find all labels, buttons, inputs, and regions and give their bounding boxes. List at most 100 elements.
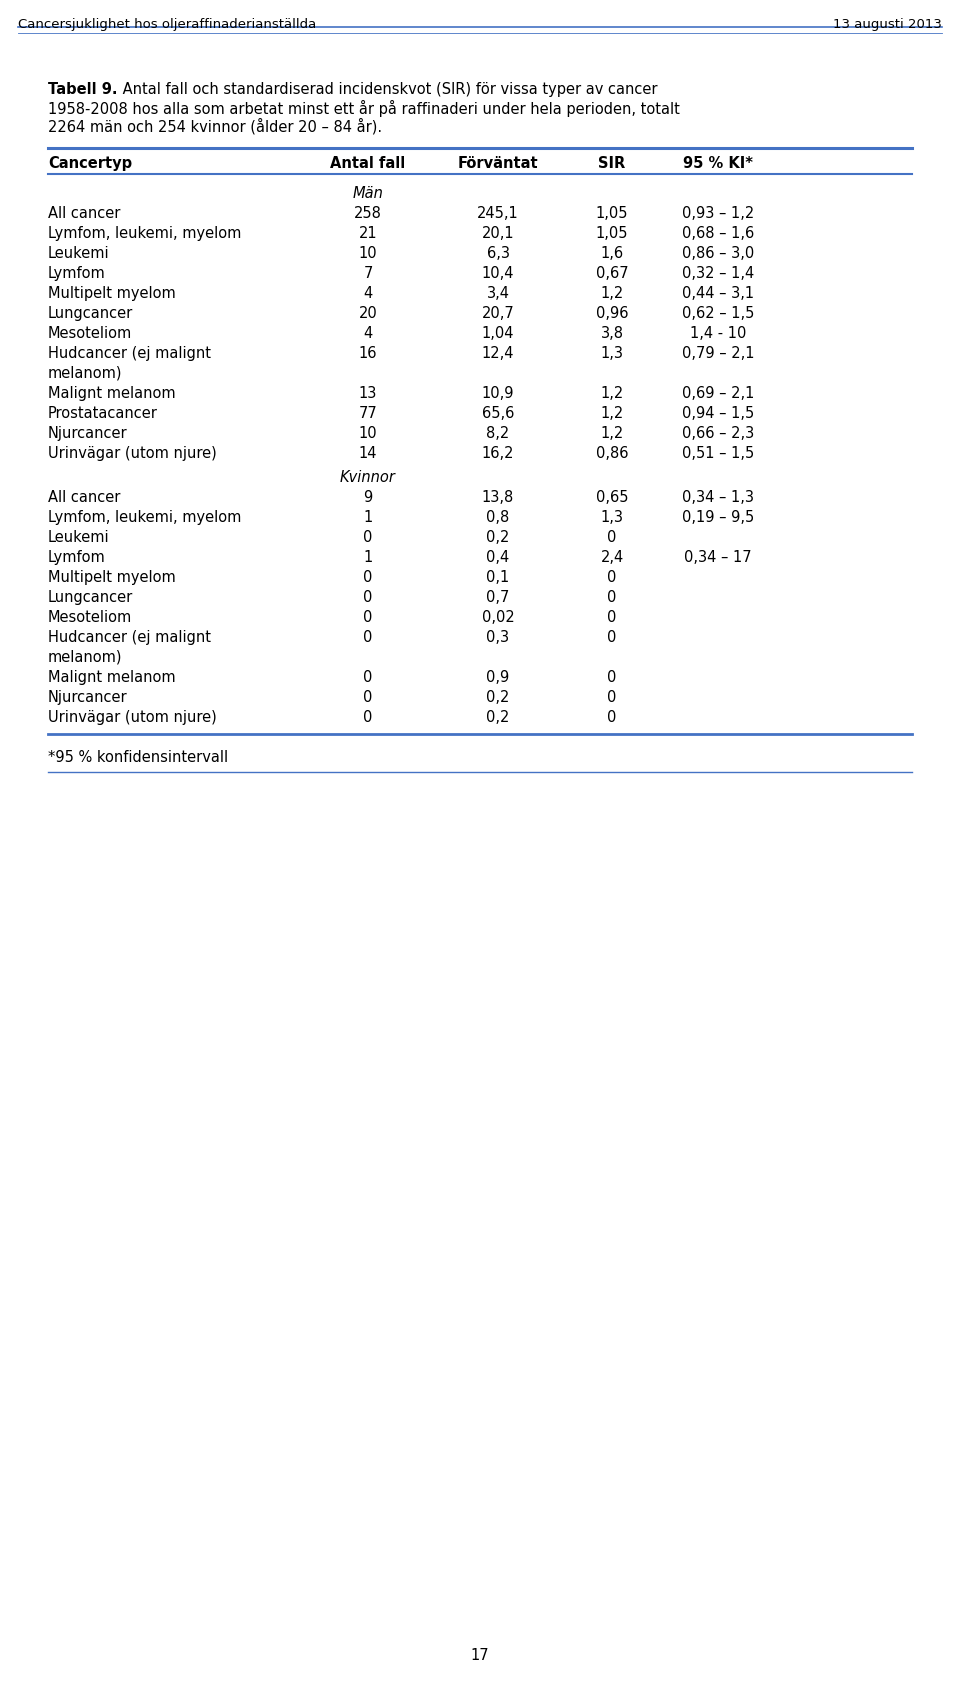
Text: 0,9: 0,9	[487, 670, 510, 685]
Text: 9: 9	[364, 490, 372, 506]
Text: 0,2: 0,2	[487, 690, 510, 705]
Text: 1,2: 1,2	[600, 426, 624, 441]
Text: 0,86: 0,86	[596, 446, 628, 462]
Text: 0,2: 0,2	[487, 710, 510, 725]
Text: 0,62 – 1,5: 0,62 – 1,5	[682, 306, 755, 321]
Text: Antal fall: Antal fall	[330, 156, 406, 171]
Text: Njurcancer: Njurcancer	[48, 690, 128, 705]
Text: Lymfom, leukemi, myelom: Lymfom, leukemi, myelom	[48, 227, 241, 242]
Text: 14: 14	[359, 446, 377, 462]
Text: Antal fall och standardiserad incidenskvot (SIR) för vissa typer av cancer: Antal fall och standardiserad incidenskv…	[118, 81, 658, 96]
Text: Prostatacancer: Prostatacancer	[48, 406, 157, 421]
Text: 6,3: 6,3	[487, 245, 510, 260]
Text: 0,51 – 1,5: 0,51 – 1,5	[682, 446, 755, 462]
Text: 0,69 – 2,1: 0,69 – 2,1	[682, 386, 755, 401]
Text: Multipelt myelom: Multipelt myelom	[48, 286, 176, 301]
Text: 0,3: 0,3	[487, 631, 510, 644]
Text: *95 % konfidensintervall: *95 % konfidensintervall	[48, 751, 228, 764]
Text: Tabell 9.: Tabell 9.	[48, 81, 117, 96]
Text: 1,6: 1,6	[600, 245, 624, 260]
Text: 0,4: 0,4	[487, 550, 510, 565]
Text: 1,05: 1,05	[596, 227, 628, 242]
Text: Mesoteliom: Mesoteliom	[48, 326, 132, 342]
Text: Urinvägar (utom njure): Urinvägar (utom njure)	[48, 710, 217, 725]
Text: 10: 10	[359, 426, 377, 441]
Text: 0,34 – 17: 0,34 – 17	[684, 550, 752, 565]
Text: 0,1: 0,1	[487, 570, 510, 585]
Text: 4: 4	[364, 326, 372, 342]
Text: 0: 0	[363, 610, 372, 626]
Text: Förväntat: Förväntat	[458, 156, 539, 171]
Text: 0: 0	[608, 710, 616, 725]
Text: Hudcancer (ej malignt: Hudcancer (ej malignt	[48, 347, 211, 360]
Text: 3,8: 3,8	[601, 326, 623, 342]
Text: 0: 0	[363, 570, 372, 585]
Text: 0: 0	[608, 610, 616, 626]
Text: 245,1: 245,1	[477, 206, 518, 222]
Text: 0: 0	[608, 590, 616, 605]
Text: 1: 1	[364, 550, 372, 565]
Text: 0: 0	[363, 590, 372, 605]
Text: 65,6: 65,6	[482, 406, 515, 421]
Text: 2,4: 2,4	[600, 550, 624, 565]
Text: 10,4: 10,4	[482, 265, 515, 281]
Text: 0,32 – 1,4: 0,32 – 1,4	[682, 265, 755, 281]
Text: 16,2: 16,2	[482, 446, 515, 462]
Text: 258: 258	[354, 206, 382, 222]
Text: melanom): melanom)	[48, 649, 123, 665]
Text: Hudcancer (ej malignt: Hudcancer (ej malignt	[48, 631, 211, 644]
Text: 0,02: 0,02	[482, 610, 515, 626]
Text: 16: 16	[359, 347, 377, 360]
Text: Malignt melanom: Malignt melanom	[48, 670, 176, 685]
Text: 1958-2008 hos alla som arbetat minst ett år på raffinaderi under hela perioden, : 1958-2008 hos alla som arbetat minst ett…	[48, 100, 680, 117]
Text: 0,67: 0,67	[596, 265, 628, 281]
Text: 1,2: 1,2	[600, 406, 624, 421]
Text: 10,9: 10,9	[482, 386, 515, 401]
Text: 7: 7	[363, 265, 372, 281]
Text: Cancertyp: Cancertyp	[48, 156, 132, 171]
Text: 0,2: 0,2	[487, 529, 510, 545]
Text: melanom): melanom)	[48, 365, 123, 380]
Text: Mesoteliom: Mesoteliom	[48, 610, 132, 626]
Text: 0: 0	[608, 670, 616, 685]
Text: Lymfom, leukemi, myelom: Lymfom, leukemi, myelom	[48, 511, 241, 524]
Text: SIR: SIR	[598, 156, 626, 171]
Text: Leukemi: Leukemi	[48, 245, 109, 260]
Text: Lymfom: Lymfom	[48, 265, 106, 281]
Text: 77: 77	[359, 406, 377, 421]
Text: 0: 0	[363, 631, 372, 644]
Text: 0,65: 0,65	[596, 490, 628, 506]
Text: 10: 10	[359, 245, 377, 260]
Text: 0: 0	[363, 710, 372, 725]
Text: 1,04: 1,04	[482, 326, 515, 342]
Text: 0: 0	[608, 631, 616, 644]
Text: 0,94 – 1,5: 0,94 – 1,5	[682, 406, 755, 421]
Text: Män: Män	[352, 186, 383, 201]
Text: 0,34 – 1,3: 0,34 – 1,3	[682, 490, 754, 506]
Text: Malignt melanom: Malignt melanom	[48, 386, 176, 401]
Text: 0,96: 0,96	[596, 306, 628, 321]
Text: 0: 0	[608, 529, 616, 545]
Text: 0: 0	[363, 670, 372, 685]
Text: Lungcancer: Lungcancer	[48, 590, 133, 605]
Text: 20,7: 20,7	[482, 306, 515, 321]
Text: Cancersjuklighet hos oljeraffinaderianställda: Cancersjuklighet hos oljeraffinaderianst…	[18, 19, 316, 30]
Text: 1,2: 1,2	[600, 386, 624, 401]
Text: 13: 13	[359, 386, 377, 401]
Text: 0,66 – 2,3: 0,66 – 2,3	[682, 426, 755, 441]
Text: Leukemi: Leukemi	[48, 529, 109, 545]
Text: 0: 0	[363, 529, 372, 545]
Text: 1,3: 1,3	[601, 511, 623, 524]
Text: Lungcancer: Lungcancer	[48, 306, 133, 321]
Text: 13 augusti 2013: 13 augusti 2013	[833, 19, 942, 30]
Text: 1,05: 1,05	[596, 206, 628, 222]
Text: Lymfom: Lymfom	[48, 550, 106, 565]
Text: 0,44 – 3,1: 0,44 – 3,1	[682, 286, 754, 301]
Text: 1,4 - 10: 1,4 - 10	[690, 326, 746, 342]
Text: 0,19 – 9,5: 0,19 – 9,5	[682, 511, 755, 524]
Text: 0,93 – 1,2: 0,93 – 1,2	[682, 206, 755, 222]
Text: 20,1: 20,1	[482, 227, 515, 242]
Text: All cancer: All cancer	[48, 206, 120, 222]
Text: Njurcancer: Njurcancer	[48, 426, 128, 441]
Text: 21: 21	[359, 227, 377, 242]
